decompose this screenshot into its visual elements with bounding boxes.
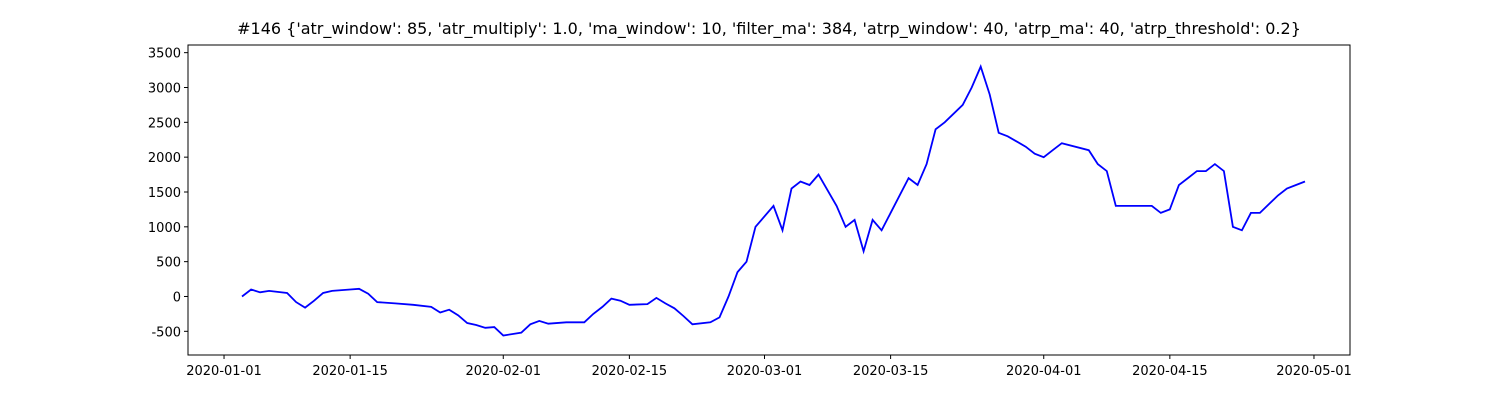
x-tick-label: 2020-02-15	[592, 364, 668, 379]
y-tick-label: 0	[173, 290, 181, 305]
plot-frame	[187, 44, 1351, 356]
x-tick-label: 2020-04-15	[1132, 364, 1208, 379]
chart-title: #146 {'atr_window': 85, 'atr_multiply': …	[237, 19, 1301, 39]
y-tick-label: 3000	[148, 81, 181, 96]
y-tick-label: 500	[156, 256, 181, 271]
y-tick-label: -500	[151, 325, 181, 340]
y-tick-label: 1000	[148, 221, 181, 236]
x-tick-label: 2020-01-15	[312, 364, 388, 379]
x-tick-label: 2020-03-15	[853, 364, 929, 379]
y-tick-label: 2500	[148, 116, 181, 131]
x-tick-label: 2020-04-01	[1006, 364, 1082, 379]
data-line	[241, 64, 1306, 337]
x-tick-label: 2020-05-01	[1276, 364, 1352, 379]
x-tick-label: 2020-02-01	[465, 364, 541, 379]
y-tick-label: 3500	[148, 47, 181, 62]
x-tick-label: 2020-01-01	[186, 364, 262, 379]
y-tick-label: 2000	[148, 151, 181, 166]
y-tick-label: 1500	[148, 186, 181, 201]
x-tick-label: 2020-03-01	[727, 364, 803, 379]
